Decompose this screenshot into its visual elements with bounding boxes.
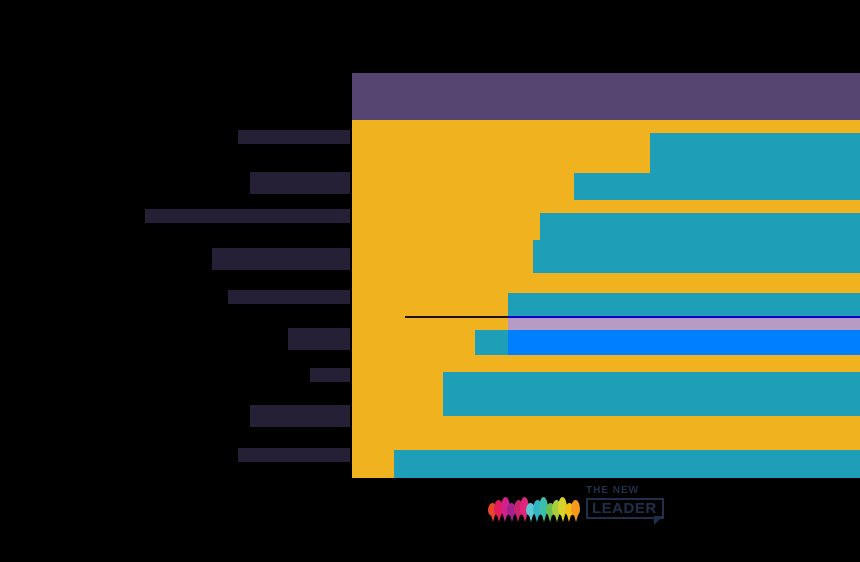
logo-pin-4 xyxy=(507,502,517,522)
brand-tagline: THE NEW xyxy=(586,485,640,496)
bar-segment-3-teal xyxy=(540,213,860,240)
row-label-2 xyxy=(250,172,350,194)
row-label-6 xyxy=(288,328,350,350)
logo-pin-13 xyxy=(564,502,574,522)
brand-logo: THE NEW LEADER xyxy=(488,485,664,525)
logo-pin-12 xyxy=(558,496,568,522)
bar-segment-7-teal xyxy=(475,330,508,355)
logo-pin-1 xyxy=(488,502,497,522)
row-label-8 xyxy=(250,405,350,427)
brand-logo-text: THE NEW LEADER xyxy=(586,485,664,525)
leader-rule xyxy=(405,316,508,318)
logo-pin-3 xyxy=(500,496,510,522)
logo-pin-11 xyxy=(552,499,561,522)
logo-pin-10 xyxy=(545,502,555,522)
bar-segment-5-teal xyxy=(508,293,860,317)
logo-pin-6 xyxy=(520,496,529,522)
row-label-1 xyxy=(238,130,350,144)
logo-pin-9 xyxy=(539,496,549,522)
bar-segment-7-blue xyxy=(508,330,860,355)
bar-segment-1-teal xyxy=(650,133,860,173)
people-pins-rainbow-icon xyxy=(488,490,581,522)
brand-wordmark: LEADER xyxy=(586,498,664,525)
logo-pin-2 xyxy=(494,499,504,522)
chart-header-band xyxy=(352,73,860,120)
row-label-5 xyxy=(228,290,350,304)
bar-segment-9-teal xyxy=(394,450,860,478)
row-label-9 xyxy=(238,448,350,462)
logo-pin-7 xyxy=(526,502,536,522)
logo-pin-8 xyxy=(532,499,542,522)
bar-segment-2-teal xyxy=(574,173,860,200)
bar-segment-8-teal xyxy=(443,372,860,416)
row-label-3 xyxy=(145,209,350,223)
bar-segment-4-teal xyxy=(533,240,860,273)
logo-pin-14 xyxy=(571,499,581,522)
row-label-7 xyxy=(310,368,350,382)
baseline-rule xyxy=(508,316,860,318)
logo-pin-5 xyxy=(513,499,523,522)
row-label-4 xyxy=(212,248,350,270)
